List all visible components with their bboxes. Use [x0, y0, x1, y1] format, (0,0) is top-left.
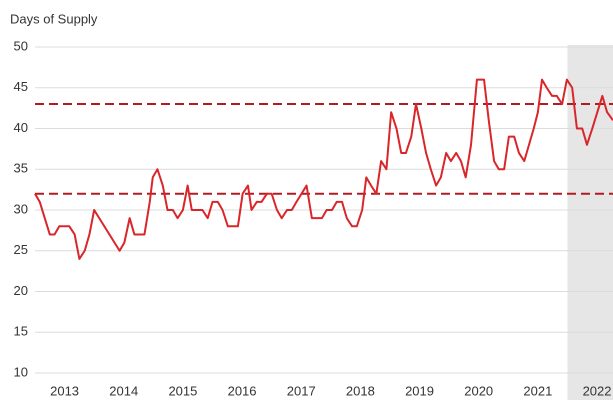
x-tick-label: 2014	[109, 383, 138, 398]
y-tick-label: 30	[14, 201, 28, 216]
y-axis-label: Days of Supply	[10, 11, 98, 26]
x-tick-label: 2013	[50, 383, 79, 398]
y-tick-label: 35	[14, 161, 28, 176]
y-tick-label: 40	[14, 120, 28, 135]
x-tick-label: 2018	[346, 383, 375, 398]
data-line	[34, 78, 613, 260]
y-tick-label: 20	[14, 283, 28, 298]
x-tick-label: 2015	[168, 383, 197, 398]
x-tick-label: 2022	[583, 383, 612, 398]
x-tick-label: 2021	[523, 383, 552, 398]
y-tick-label: 10	[14, 364, 28, 379]
y-tick-label: 25	[14, 242, 28, 257]
x-tick-label: 2020	[464, 383, 493, 398]
y-tick-label: 50	[14, 38, 28, 53]
x-tick-label: 2019	[405, 383, 434, 398]
y-tick-label: 45	[14, 79, 28, 94]
x-tick-label: 2016	[228, 383, 257, 398]
x-tick-label: 2017	[287, 383, 316, 398]
y-tick-label: 15	[14, 324, 28, 339]
